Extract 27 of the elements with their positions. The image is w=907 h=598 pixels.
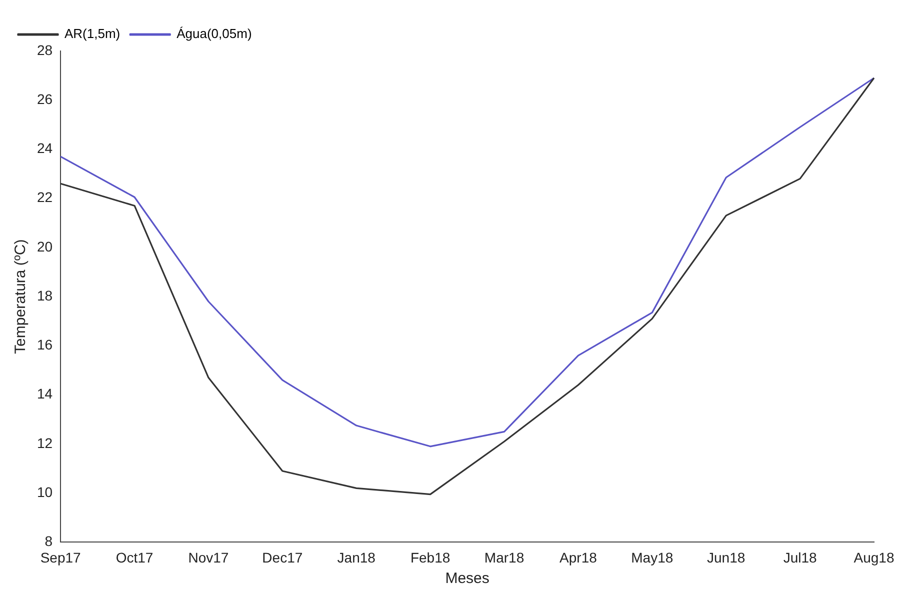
x-tick-label: Oct17 bbox=[116, 549, 154, 566]
y-tick-label: 10 bbox=[36, 484, 53, 500]
x-tick-label: May18 bbox=[631, 549, 674, 566]
y-tick-label: 28 bbox=[36, 42, 53, 58]
y-tick-label: 12 bbox=[36, 434, 53, 451]
y-tick-label: 16 bbox=[36, 336, 53, 353]
x-tick-label: Apr18 bbox=[560, 549, 598, 566]
legend-label: AR(1,5m) bbox=[64, 26, 120, 42]
x-tick-label: Sep17 bbox=[40, 549, 82, 566]
legend-label: Água(0,05m) bbox=[176, 26, 252, 42]
x-tick-label: Dec17 bbox=[262, 549, 303, 566]
y-tick-label: 26 bbox=[36, 90, 53, 107]
y-tick-label: 14 bbox=[36, 386, 53, 402]
y-tick-label: 8 bbox=[44, 533, 53, 550]
y-tick-label: 20 bbox=[36, 238, 53, 254]
x-tick-label: Aug18 bbox=[854, 549, 894, 566]
y-tick-label: 18 bbox=[36, 287, 53, 304]
y-tick-label: 22 bbox=[36, 189, 53, 206]
x-tick-label: Jun18 bbox=[707, 549, 746, 566]
x-axis-title: Meses bbox=[445, 570, 490, 588]
y-axis-title: Temperatura (ºC) bbox=[12, 239, 30, 354]
x-tick-label: Jul18 bbox=[783, 549, 817, 566]
x-tick-label: Mar18 bbox=[484, 549, 524, 566]
x-tick-label: Feb18 bbox=[410, 549, 450, 566]
y-tick-label: 24 bbox=[36, 140, 53, 156]
x-tick-label: Jan18 bbox=[337, 549, 376, 566]
x-tick-label: Nov17 bbox=[188, 549, 229, 566]
